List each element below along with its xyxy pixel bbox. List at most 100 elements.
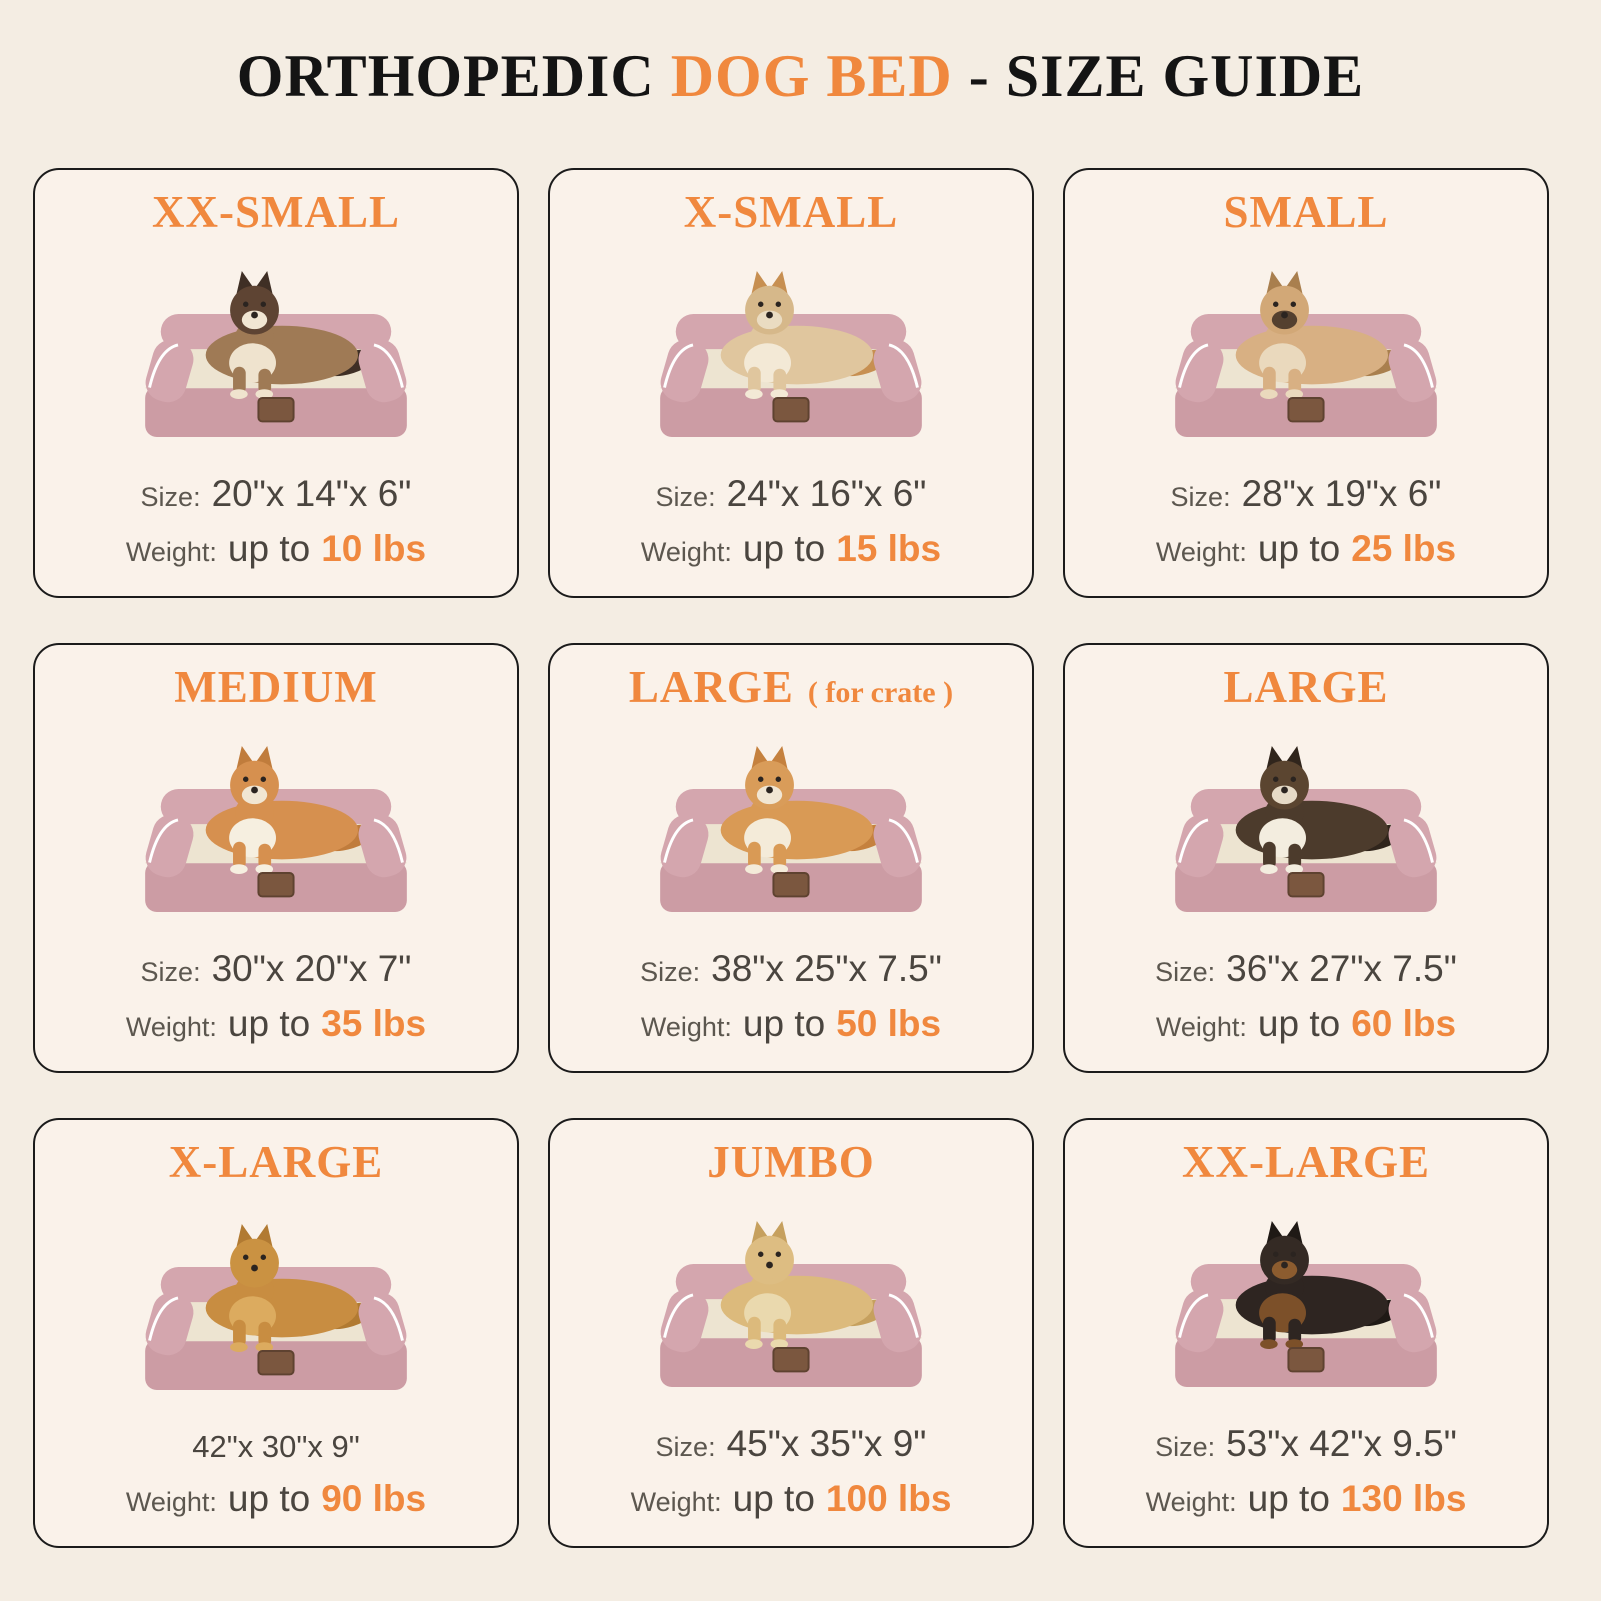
rottweiler-dog-on-pink-bed — [1175, 1220, 1437, 1387]
weight-prefix: up to — [1247, 1478, 1330, 1519]
bed-illustration — [110, 238, 442, 473]
weight-value: 90 lbs — [321, 1478, 427, 1519]
bed-brand-tag — [1287, 396, 1325, 422]
weight-value: 35 lbs — [321, 1003, 427, 1044]
bed-brand-tag — [772, 396, 810, 422]
size-name-label: SMALL — [1223, 187, 1389, 237]
weight-value: 50 lbs — [836, 1003, 942, 1044]
bed-left-arm — [660, 1289, 709, 1352]
bed-brand-tag — [772, 1346, 810, 1372]
weight-label: Weight: — [640, 1012, 732, 1042]
size-value: 20"x 14"x 6" — [211, 473, 412, 514]
bed-illustration — [625, 713, 957, 948]
weight-line: Weight: up to 50 lbs — [641, 1003, 941, 1045]
size-value: 53"x 42"x 9.5" — [1226, 1423, 1457, 1464]
weight-label: Weight: — [640, 537, 732, 567]
weight-prefix: up to — [227, 1003, 311, 1044]
card-size-heading: X-SMALL — [684, 186, 899, 238]
weight-label: Weight: — [1155, 537, 1247, 567]
pet-silhouette — [1235, 270, 1407, 399]
size-dimensions-line: Size: 20"x 14"x 6" — [141, 473, 412, 515]
weight-label: Weight: — [1145, 1487, 1237, 1517]
size-value: 36"x 27"x 7.5" — [1226, 948, 1457, 989]
size-label: Size: — [140, 957, 201, 987]
size-label: Size: — [1155, 957, 1216, 987]
weight-line: Weight: up to 90 lbs — [126, 1478, 426, 1520]
size-dimensions-line: Size: 28"x 19"x 6" — [1171, 473, 1442, 515]
pet-silhouette — [205, 270, 377, 399]
size-card-7: JUMBO — [548, 1118, 1034, 1548]
bed-right-arm — [1388, 1289, 1437, 1352]
bed-left-arm — [1175, 1289, 1224, 1352]
size-name-label: LARGE — [1223, 662, 1389, 712]
card-size-heading: JUMBO — [707, 1136, 875, 1188]
size-dimensions-line: Size: 38"x 25"x 7.5" — [640, 948, 942, 990]
size-value: 30"x 20"x 7" — [211, 948, 412, 989]
size-card-2: SMALL — [1063, 168, 1549, 598]
card-size-heading: XX-SMALL — [152, 186, 400, 238]
weight-prefix: up to — [227, 1478, 311, 1519]
bed-illustration — [110, 713, 442, 948]
corgi-dog-on-pink-bed — [145, 745, 407, 912]
bed-right-arm — [873, 814, 922, 877]
bed-illustration — [1140, 1188, 1472, 1423]
bed-brand-tag — [257, 871, 295, 897]
size-dimensions-line: Size: 45"x 35"x 9" — [656, 1423, 927, 1465]
size-note-label: ( for crate ) — [807, 676, 954, 709]
size-card-5: LARGE — [1063, 643, 1549, 1073]
size-name-label: XX-LARGE — [1181, 1137, 1430, 1187]
size-name-label: X-SMALL — [683, 187, 899, 237]
page-title: ORTHOPEDIC DOG BED - SIZE GUIDE — [0, 42, 1601, 111]
card-size-heading: XX-LARGE — [1182, 1136, 1430, 1188]
labrador-dog-on-pink-bed — [660, 1220, 922, 1387]
size-label: Size: — [655, 1432, 716, 1462]
card-size-heading: LARGE — [1223, 661, 1388, 713]
size-dimensions-line: Size: 30"x 20"x 7" — [141, 948, 412, 990]
bed-left-arm — [1175, 339, 1224, 402]
size-dimensions-line: Size: 24"x 16"x 6" — [656, 473, 927, 515]
page-header: ORTHOPEDIC DOG BED - SIZE GUIDE — [0, 0, 1601, 168]
bed-brand-tag — [1287, 871, 1325, 897]
weight-line: Weight: up to 15 lbs — [641, 528, 941, 570]
size-name-label: LARGE — [628, 662, 794, 712]
golden-retriever-dog-on-pink-bed — [145, 1223, 407, 1390]
pet-silhouette — [205, 745, 377, 874]
weight-value: 100 lbs — [825, 1478, 952, 1519]
pet-silhouette — [1235, 1220, 1407, 1349]
page-title-accent: DOG BED — [670, 43, 953, 109]
size-card-3: MEDIUM — [33, 643, 519, 1073]
size-label: Size: — [655, 482, 716, 512]
weight-line: Weight: up to 35 lbs — [126, 1003, 426, 1045]
size-card-6: X-LARGE — [33, 1118, 519, 1548]
size-card-1: X-SMALL — [548, 168, 1034, 598]
bed-left-arm — [1175, 814, 1224, 877]
weight-value: 15 lbs — [836, 528, 942, 569]
size-name-label: X-LARGE — [168, 1137, 384, 1187]
size-value: 28"x 19"x 6" — [1241, 473, 1442, 514]
size-value: 45"x 35"x 9" — [726, 1423, 927, 1464]
size-value: 24"x 16"x 6" — [726, 473, 927, 514]
size-name-label: XX-SMALL — [151, 187, 400, 237]
weight-value: 130 lbs — [1340, 1478, 1467, 1519]
size-value: 38"x 25"x 7.5" — [711, 948, 942, 989]
size-label: Size: — [640, 957, 701, 987]
weight-prefix: up to — [742, 1003, 826, 1044]
weight-line: Weight: up to 25 lbs — [1156, 528, 1456, 570]
page-title-part1: ORTHOPEDIC — [236, 43, 655, 109]
size-dimensions-line: 42"x 30"x 9" — [192, 1429, 359, 1465]
card-size-heading: SMALL — [1223, 186, 1388, 238]
bed-illustration — [1140, 238, 1472, 473]
size-card-0: XX-SMALL — [33, 168, 519, 598]
border-collie-dog-on-pink-bed — [1175, 745, 1437, 912]
bed-illustration — [1140, 713, 1472, 948]
bed-left-arm — [145, 814, 194, 877]
bed-brand-tag — [772, 871, 810, 897]
size-card-4: LARGE ( for crate ) — [548, 643, 1034, 1073]
size-card-grid: XX-SMALL — [0, 168, 1601, 1548]
card-size-heading: X-LARGE — [169, 1136, 384, 1188]
weight-prefix: up to — [1257, 528, 1341, 569]
card-size-heading: LARGE ( for crate ) — [629, 661, 953, 713]
size-dimensions-line: Size: 53"x 42"x 9.5" — [1155, 1423, 1457, 1465]
shiba-inu-dog-on-pink-bed — [660, 745, 922, 912]
weight-label: Weight: — [125, 537, 217, 567]
